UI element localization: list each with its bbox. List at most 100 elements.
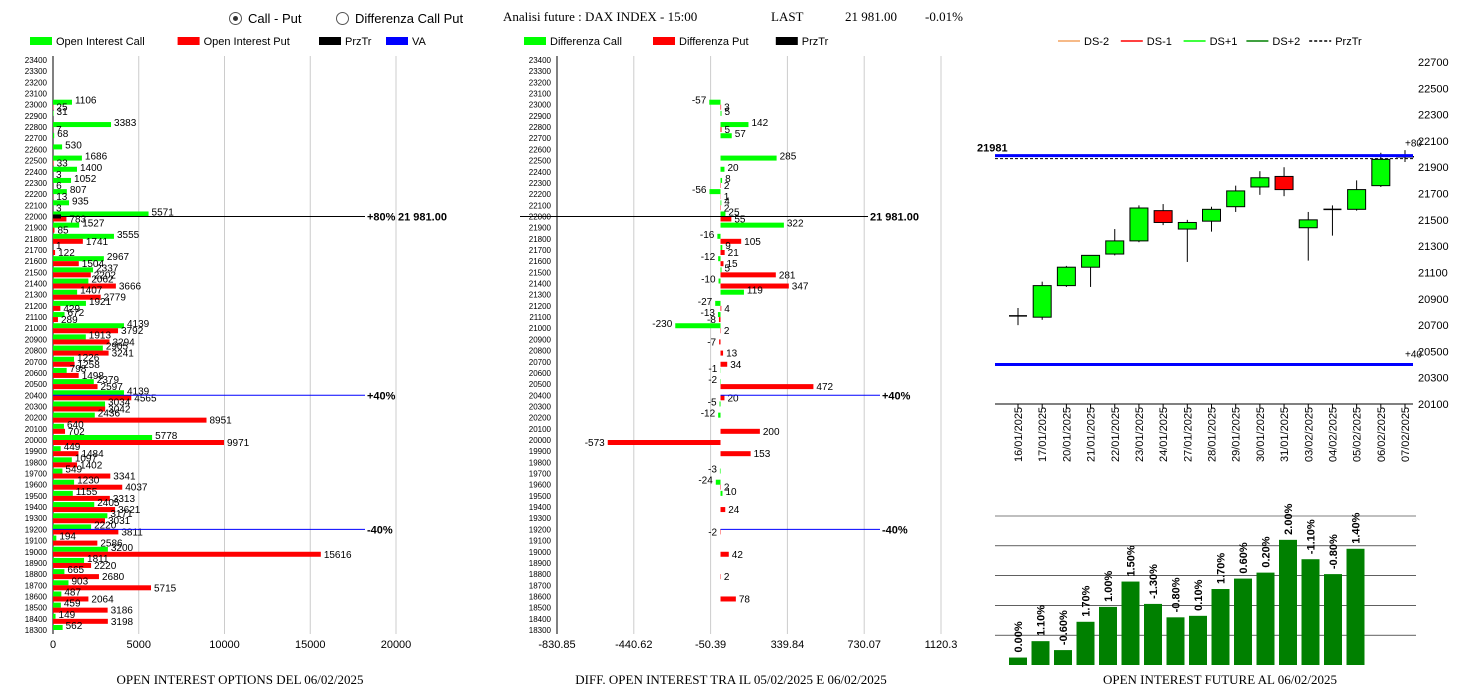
y-tick-label: 22100: [1418, 136, 1449, 148]
call-value-label: 194: [59, 532, 76, 543]
y-tick-label: 19400: [25, 503, 48, 512]
put-bar: [53, 607, 108, 613]
radio-diff[interactable]: Differenza Call Put: [336, 11, 463, 26]
legend-label: DS+1: [1210, 36, 1238, 48]
y-tick-label: 18700: [25, 581, 48, 590]
y-tick-label: 21300: [529, 291, 552, 300]
candle-body: [1105, 240, 1125, 255]
call-value-label: 2967: [107, 252, 130, 263]
y-tick-label: 19800: [529, 458, 552, 467]
put-bar: [53, 574, 99, 580]
put-value-label: 3811: [121, 527, 143, 538]
call-bar: [53, 356, 75, 362]
call-diff-bar: [718, 412, 721, 418]
call-value-label: 1400: [80, 163, 103, 174]
call-diff-label: -10: [701, 275, 716, 286]
put-diff-bar: [720, 272, 776, 278]
put-diff-bar: [720, 261, 724, 267]
put-diff-bar: [720, 350, 724, 356]
page-title: Analisi future : DAX INDEX - 15:00: [503, 9, 698, 24]
put-value-label: 122: [58, 248, 75, 259]
x-tick-label: 730.07: [847, 639, 881, 651]
y-tick-label: 23400: [529, 56, 552, 65]
put-diff-label: 21: [728, 248, 740, 259]
call-bar: [53, 580, 69, 586]
candle-body: [1202, 208, 1221, 222]
y-tick-label: 20300: [529, 402, 552, 411]
call-diff-label: 20: [727, 163, 739, 174]
future-bar-label: -0.80%: [1171, 577, 1183, 612]
y-tick-label: 21200: [25, 302, 48, 311]
call-diff-label: -5: [708, 397, 717, 408]
call-value-label: 1921: [89, 297, 112, 308]
call-diff-bar: [720, 166, 725, 172]
call-bar: [53, 524, 92, 530]
future-bar: [1301, 559, 1320, 665]
level-label: -40%: [882, 524, 908, 536]
future-bar: [1144, 603, 1162, 665]
legend-swatch: [386, 37, 408, 45]
call-bar: [53, 233, 114, 239]
call-bar: [53, 613, 56, 619]
call-value-label: 807: [70, 185, 87, 196]
call-value-label: 449: [64, 442, 81, 453]
put-value-label: 13: [56, 192, 68, 203]
put-diff-label: -573: [585, 438, 605, 449]
y-tick-label: 18400: [25, 615, 48, 624]
y-tick-label: 18900: [25, 559, 48, 568]
call-diff-bar: [709, 189, 721, 195]
candle-body: [1153, 210, 1173, 223]
call-bar: [53, 446, 61, 452]
future-bar-label: 1.00%: [1103, 570, 1115, 601]
radio-selected-icon[interactable]: [229, 12, 242, 25]
legend-label: Differenza Put: [679, 36, 749, 48]
call-diff-label: 10: [725, 487, 737, 498]
put-diff-label: 2: [724, 203, 730, 214]
y-tick-label: 20800: [529, 347, 552, 356]
call-bar: [53, 569, 65, 575]
call-diff-bar: [715, 300, 721, 306]
call-bar: [53, 367, 67, 373]
call-diff-label: 9: [725, 241, 731, 252]
put-diff-label: 2: [724, 572, 730, 583]
x-tick-label: 07/02/2025: [1400, 407, 1412, 462]
y-tick-label: 20300: [1418, 373, 1449, 385]
put-value-label: 3: [56, 170, 62, 181]
put-value-label: 3186: [111, 606, 134, 617]
put-bar: [53, 227, 55, 233]
call-value-label: 530: [65, 140, 82, 151]
y-tick-label: 19500: [529, 492, 552, 501]
radio-call-put[interactable]: Call - Put: [229, 11, 301, 26]
y-tick-label: 22100: [529, 201, 552, 210]
call-diff-bar: [720, 222, 784, 228]
put-diff-bar: [720, 283, 789, 289]
y-tick-label: 18500: [25, 604, 48, 613]
y-tick-label: 22900: [25, 112, 48, 121]
call-value-label: 68: [57, 129, 69, 140]
call-diff-bar: [720, 245, 723, 250]
radio-unselected-icon[interactable]: [336, 12, 349, 25]
call-diff-label: 119: [747, 286, 763, 297]
call-bar: [53, 379, 94, 385]
put-value-label: 1484: [81, 449, 104, 460]
put-bar: [53, 440, 225, 445]
put-bar: [53, 551, 321, 557]
y-tick-label: 20400: [25, 391, 48, 400]
put-value-label: 3: [56, 203, 62, 214]
call-bar: [53, 222, 80, 228]
call-diff-label: 5: [725, 263, 731, 274]
x-tick-label: 10000: [209, 639, 240, 651]
put-value-label: 6: [56, 181, 62, 192]
call-value-label: 2220: [94, 520, 117, 531]
put-value-label: 3198: [111, 617, 134, 628]
call-bar: [53, 166, 78, 172]
call-value-label: 2379: [97, 375, 120, 386]
put-diff-label: 281: [779, 270, 796, 281]
call-diff-label: 5: [725, 107, 731, 118]
call-bar: [53, 602, 61, 608]
legend-label: PrzTr: [802, 36, 829, 48]
put-diff-bar: [720, 216, 732, 222]
future-bar: [1166, 617, 1185, 665]
y-tick-label: 22500: [529, 157, 552, 166]
y-tick-label: 21500: [529, 268, 552, 277]
